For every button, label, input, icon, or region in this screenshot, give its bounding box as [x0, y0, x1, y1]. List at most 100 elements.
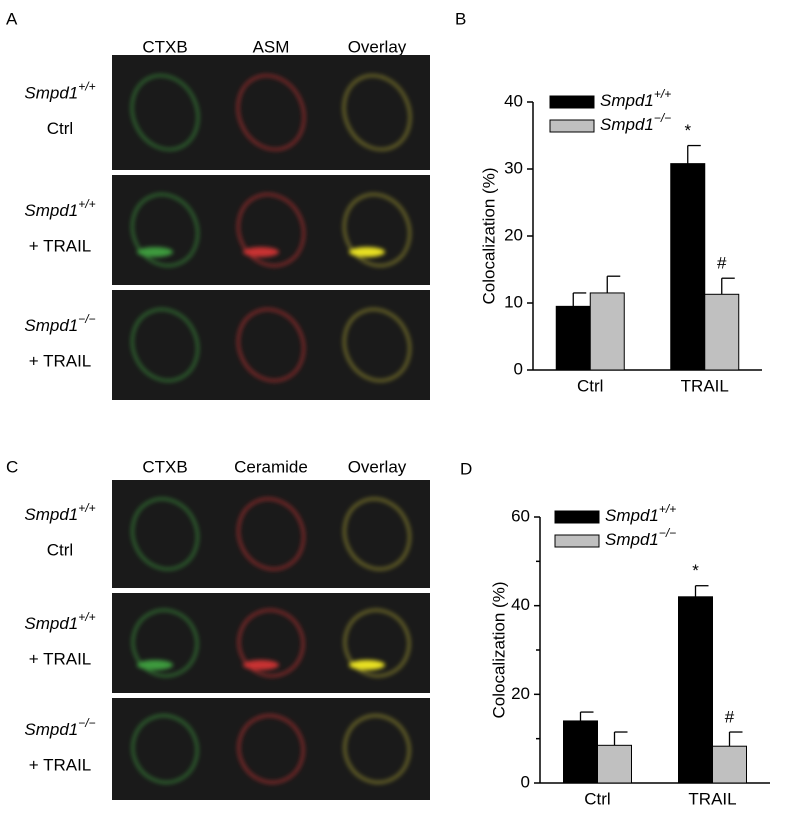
y-tick-label: 40 [504, 91, 523, 110]
y-tick-label: 40 [511, 595, 530, 614]
y-tick-label: 10 [504, 292, 523, 311]
cell [130, 497, 200, 571]
legend-genotype: +/+ [659, 502, 676, 516]
row-label: + TRAIL [29, 351, 92, 370]
x-tick-label: Ctrl [577, 376, 603, 395]
significance-mark: # [717, 254, 727, 273]
panel-label: D [460, 459, 472, 478]
bar [555, 305, 591, 371]
cell [236, 74, 306, 151]
gene: Smpd1 [24, 614, 78, 633]
significance-mark: # [725, 708, 735, 727]
genotype: +/+ [78, 80, 95, 94]
bar [704, 293, 740, 371]
x-tick-label: TRAIL [681, 376, 729, 395]
micrograph [112, 55, 430, 170]
column-label: ASM [253, 37, 290, 56]
genotype: +/+ [78, 610, 95, 624]
legend-label: Smpd1−/− [600, 111, 671, 134]
cell-signal [130, 74, 200, 151]
panel-label: A [6, 9, 18, 28]
legend-label: Smpd1+/+ [605, 502, 676, 525]
column-label: Ceramide [234, 457, 308, 476]
cell-signal [236, 307, 306, 383]
legend-genotype: −/− [659, 526, 676, 540]
genotype: −/− [78, 716, 95, 730]
cell-signal [236, 74, 306, 151]
cell-signal [237, 608, 305, 678]
bar [670, 163, 706, 371]
y-axis-label: Colocalization (%) [489, 582, 508, 719]
legend-label: Smpd1+/+ [600, 87, 671, 110]
bar [678, 596, 713, 784]
cell-signal [343, 608, 411, 678]
micrograph [112, 290, 430, 400]
cell [130, 192, 200, 268]
cell-signal [131, 608, 199, 678]
puncta [349, 660, 385, 670]
micrograph [112, 593, 430, 693]
y-axis-label: Colocalization (%) [479, 168, 498, 305]
cell [130, 74, 200, 151]
legend-label: Smpd1−/− [605, 526, 676, 549]
cell [342, 74, 412, 151]
row-label: Smpd1−/− [24, 312, 95, 335]
row-label: Smpd1+/+ [24, 197, 95, 220]
bar [712, 745, 747, 784]
cell-signal [342, 497, 412, 571]
puncta [137, 247, 173, 257]
bar [597, 744, 632, 784]
row-label: Smpd1+/+ [24, 501, 95, 524]
panel-label: C [6, 457, 18, 476]
cell [236, 497, 306, 571]
puncta [243, 660, 279, 670]
row-label: Ctrl [47, 540, 73, 559]
y-tick-label: 30 [504, 158, 523, 177]
cell-signal [342, 74, 412, 151]
column-label: CTXB [142, 457, 187, 476]
row-label: + TRAIL [29, 649, 92, 668]
y-tick-label: 20 [504, 225, 523, 244]
bar [589, 292, 625, 371]
cell-signal [342, 307, 412, 383]
column-label: Overlay [348, 37, 407, 56]
micrograph [112, 175, 430, 285]
cell-signal [342, 192, 412, 268]
micrograph [112, 698, 430, 800]
x-tick-label: Ctrl [584, 789, 610, 808]
cell-signal [130, 497, 200, 571]
legend-genotype: +/+ [654, 87, 671, 101]
legend-name: Smpd1 [600, 115, 654, 134]
cell [342, 307, 412, 383]
significance-mark: * [692, 561, 699, 580]
panel-label: B [455, 9, 466, 28]
cell [342, 497, 412, 571]
micrograph [112, 480, 430, 588]
cell [237, 714, 305, 784]
cell [236, 192, 306, 268]
y-tick-label: 0 [521, 772, 530, 791]
cell-signal [131, 714, 199, 784]
gene: Smpd1 [24, 505, 78, 524]
cell [130, 307, 200, 383]
legend-swatch [549, 119, 595, 133]
gene: Smpd1 [24, 316, 78, 335]
y-tick-label: 60 [511, 506, 530, 525]
row-label: + TRAIL [29, 236, 92, 255]
row-label: + TRAIL [29, 755, 92, 774]
cell-signal [343, 714, 411, 784]
puncta [137, 660, 173, 670]
cell-signal [236, 497, 306, 571]
gene: Smpd1 [24, 720, 78, 739]
cell [131, 608, 199, 678]
legend-name: Smpd1 [605, 506, 659, 525]
gene: Smpd1 [24, 84, 78, 103]
bar [563, 720, 598, 784]
row-label: Smpd1+/+ [24, 80, 95, 103]
legend-name: Smpd1 [605, 530, 659, 549]
row-label: Ctrl [47, 119, 73, 138]
legend-name: Smpd1 [600, 91, 654, 110]
cell-signal [236, 192, 306, 268]
significance-mark: * [684, 121, 691, 140]
